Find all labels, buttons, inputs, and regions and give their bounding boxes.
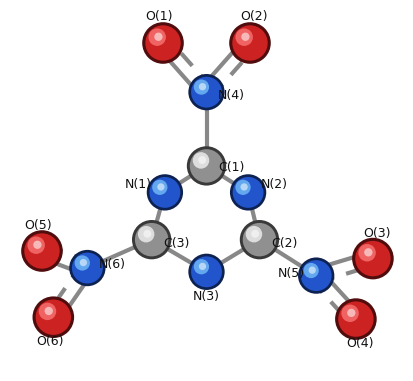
Text: C(2): C(2): [271, 237, 297, 250]
Circle shape: [194, 259, 209, 274]
Circle shape: [240, 220, 279, 259]
Circle shape: [235, 180, 251, 195]
Circle shape: [304, 263, 319, 278]
Circle shape: [309, 267, 316, 274]
Circle shape: [135, 223, 169, 256]
Text: N(2): N(2): [261, 178, 288, 191]
Circle shape: [45, 307, 53, 315]
Circle shape: [143, 230, 151, 238]
Circle shape: [132, 220, 171, 259]
Text: N(3): N(3): [193, 290, 220, 303]
Circle shape: [36, 299, 71, 335]
Text: O(6): O(6): [36, 335, 63, 348]
Text: C(1): C(1): [218, 161, 244, 174]
Circle shape: [24, 233, 59, 269]
Circle shape: [199, 263, 206, 270]
Circle shape: [246, 226, 262, 242]
Circle shape: [145, 25, 180, 61]
Circle shape: [241, 33, 249, 41]
Circle shape: [301, 260, 332, 291]
Text: O(2): O(2): [240, 10, 268, 23]
Circle shape: [72, 253, 103, 283]
Circle shape: [188, 74, 225, 110]
Circle shape: [229, 22, 271, 64]
Circle shape: [243, 223, 276, 256]
Circle shape: [194, 80, 209, 95]
Text: O(3): O(3): [363, 227, 390, 240]
Circle shape: [198, 156, 206, 164]
Circle shape: [188, 254, 225, 290]
Circle shape: [233, 177, 263, 208]
Circle shape: [193, 152, 209, 169]
Circle shape: [191, 256, 222, 287]
Circle shape: [230, 174, 266, 211]
Circle shape: [251, 230, 259, 238]
Text: O(5): O(5): [24, 219, 52, 232]
Text: O(4): O(4): [346, 337, 373, 350]
Circle shape: [338, 301, 374, 337]
Circle shape: [27, 237, 45, 254]
Circle shape: [147, 174, 183, 211]
Circle shape: [190, 149, 223, 182]
Circle shape: [358, 244, 376, 261]
Circle shape: [80, 259, 87, 266]
Circle shape: [235, 29, 253, 46]
Text: C(3): C(3): [163, 237, 190, 250]
Circle shape: [39, 303, 56, 320]
Circle shape: [150, 177, 180, 208]
Circle shape: [341, 304, 359, 322]
Circle shape: [199, 83, 206, 90]
Circle shape: [33, 296, 74, 338]
Circle shape: [21, 230, 63, 272]
Circle shape: [240, 183, 248, 190]
Text: N(6): N(6): [98, 258, 126, 271]
Circle shape: [33, 241, 42, 249]
Circle shape: [187, 146, 226, 186]
Text: O(1): O(1): [145, 10, 173, 23]
Circle shape: [154, 33, 163, 41]
Circle shape: [69, 250, 105, 286]
Circle shape: [355, 241, 391, 276]
Circle shape: [191, 77, 222, 107]
Circle shape: [157, 183, 164, 190]
Circle shape: [352, 238, 394, 279]
Circle shape: [142, 22, 184, 64]
Circle shape: [152, 180, 167, 195]
Circle shape: [298, 258, 335, 294]
Text: N(1): N(1): [125, 178, 152, 191]
Text: N(4): N(4): [218, 90, 244, 102]
Circle shape: [335, 298, 377, 340]
Circle shape: [364, 248, 373, 256]
Circle shape: [138, 226, 154, 242]
Circle shape: [347, 309, 356, 317]
Circle shape: [233, 25, 268, 61]
Circle shape: [148, 29, 166, 46]
Circle shape: [75, 255, 90, 271]
Text: N(5): N(5): [278, 267, 305, 280]
